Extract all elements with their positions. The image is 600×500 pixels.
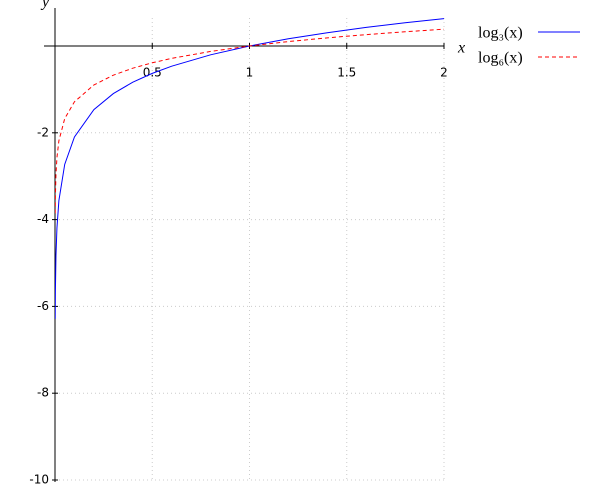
x-tick-label: 0.5 <box>143 66 162 80</box>
legend-label: log₃(x) <box>478 25 523 42</box>
x-tick-label: 1 <box>246 66 254 80</box>
y-tick-label: -4 <box>37 212 49 226</box>
y-tick-label: -2 <box>37 125 49 139</box>
plot-area <box>55 18 445 319</box>
legend-label: log₆(x) <box>478 50 523 67</box>
y-tick-label: -8 <box>37 386 49 400</box>
y-tick-label: -10 <box>29 473 49 487</box>
line <box>55 18 445 319</box>
y-tick-label: -6 <box>37 299 49 313</box>
y-axis-label: y <box>40 0 50 11</box>
x-axis-label: x <box>457 40 465 57</box>
line <box>55 28 445 214</box>
x-tick-label: 2 <box>440 66 448 80</box>
x-tick-label: 1.5 <box>337 66 356 80</box>
